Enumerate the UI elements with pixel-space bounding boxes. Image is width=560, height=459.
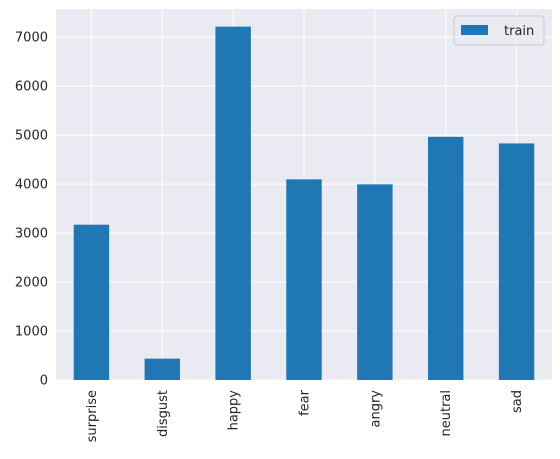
x-tick-label: surprise	[85, 390, 100, 442]
y-tick-label: 5000	[15, 129, 48, 144]
legend-box	[453, 15, 545, 46]
bar-fear	[286, 179, 322, 380]
y-tick-label: 4000	[15, 178, 48, 193]
y-tick-label: 3000	[15, 227, 48, 242]
legend-label: train	[504, 24, 534, 39]
bar-angry	[357, 184, 393, 380]
x-tick-label: angry	[368, 390, 383, 428]
x-tick-label: sad	[510, 390, 525, 413]
bar-happy	[215, 26, 251, 380]
bar-disgust	[144, 358, 180, 380]
legend: train	[453, 15, 545, 46]
y-tick-label: 0	[40, 374, 48, 389]
x-tick-label: neutral	[439, 390, 454, 437]
y-axis-ticks: 0 1000 2000 3000 4000 5000 6000 7000	[15, 31, 48, 389]
bar-surprise	[73, 224, 110, 380]
x-tick-label: happy	[227, 390, 242, 431]
legend-swatch	[461, 25, 488, 35]
x-axis-ticks: surprise disgust happy fear angry neutral sad	[85, 389, 525, 442]
x-tick-label: disgust	[156, 390, 171, 437]
bar-sad	[498, 143, 535, 380]
y-tick-label: 2000	[15, 276, 48, 291]
bars	[73, 26, 535, 380]
y-tick-label: 7000	[15, 31, 48, 46]
x-tick-label: fear	[298, 389, 313, 416]
y-tick-label: 1000	[15, 325, 48, 340]
y-tick-label: 6000	[15, 80, 48, 95]
bar-neutral	[428, 136, 464, 380]
